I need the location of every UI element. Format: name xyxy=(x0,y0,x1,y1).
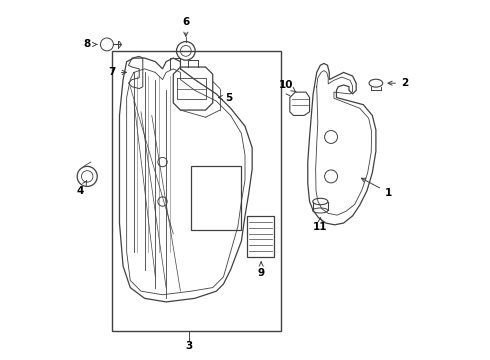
Text: 10: 10 xyxy=(279,80,296,92)
Text: 2: 2 xyxy=(388,78,408,88)
Bar xyxy=(247,216,274,257)
Text: 6: 6 xyxy=(182,17,190,36)
Text: 4: 4 xyxy=(76,181,87,197)
Bar xyxy=(191,166,242,230)
Text: 8: 8 xyxy=(84,40,97,49)
Text: 5: 5 xyxy=(219,93,232,103)
Bar xyxy=(112,51,281,330)
Text: 1: 1 xyxy=(362,178,392,198)
Text: 11: 11 xyxy=(313,218,327,231)
Text: 9: 9 xyxy=(258,262,265,278)
Text: 7: 7 xyxy=(109,67,126,77)
Text: 3: 3 xyxy=(186,341,193,351)
